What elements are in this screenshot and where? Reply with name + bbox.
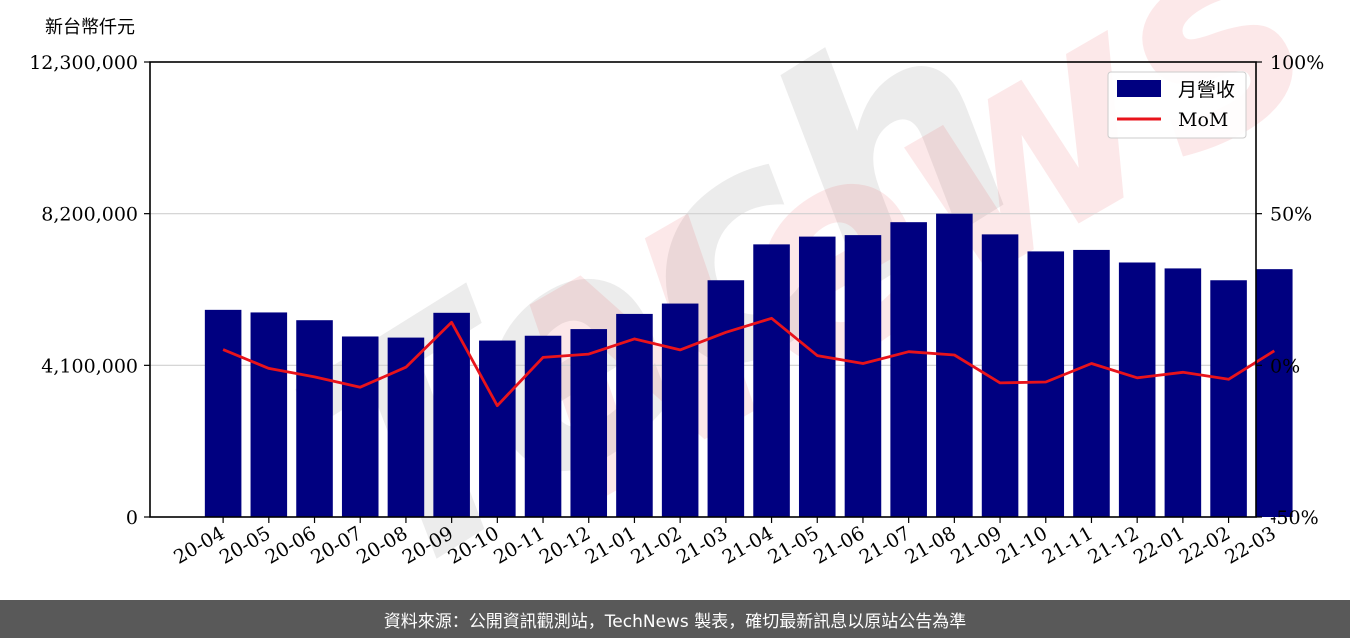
revenue-bar [479, 340, 516, 517]
revenue-bar [890, 222, 927, 517]
legend-label-mom: MoM [1178, 109, 1228, 131]
mom-line [222, 316, 1276, 408]
mom-series-line [222, 316, 1276, 408]
revenue-bar [661, 303, 699, 517]
x-tick-label: 21-11 [1039, 522, 1097, 568]
grid-lines [150, 213, 1256, 366]
x-tick-label: 21-05 [764, 522, 822, 568]
right-tick-label: -50% [1270, 507, 1319, 529]
revenue-bar [936, 213, 973, 517]
right-tick-label: 0% [1270, 355, 1300, 377]
legend-label-revenue: 月營收 [1178, 79, 1235, 101]
revenue-bar [798, 236, 836, 517]
left-axis-ticks: 0 4,100,000 8,200,000 12,300,000 [29, 52, 150, 529]
revenue-bar [204, 309, 242, 517]
x-tick-label: 22-02 [1176, 522, 1234, 568]
left-tick-label: 0 [126, 507, 138, 529]
x-tick-label: 20-04 [170, 522, 228, 568]
revenue-bar [387, 337, 425, 517]
revenue-bar [1073, 249, 1110, 517]
right-tick-label: 50% [1270, 204, 1312, 226]
x-tick-label: 21-06 [810, 522, 868, 568]
legend: 月營收 MoM [1107, 71, 1247, 139]
y-axis-unit-label: 新台幣仟元 [45, 17, 135, 38]
revenue-bar [753, 244, 790, 517]
revenue-bar [250, 312, 288, 517]
x-tick-label: 21-10 [993, 522, 1051, 568]
revenue-bar [1256, 269, 1293, 517]
x-tick-label: 21-04 [719, 522, 777, 568]
revenue-bar [1210, 280, 1247, 517]
revenue-bar [1118, 262, 1156, 517]
revenue-bar [844, 235, 882, 517]
x-tick-label: 22-01 [1130, 522, 1188, 568]
revenue-bar [570, 329, 608, 517]
revenue-mom-chart: Tech News 新台幣仟元 04,100,0008,200,00012,30… [29, 0, 1350, 600]
x-axis-ticks: 20-0420-0520-0620-0720-0820-0920-1020-11… [170, 517, 1280, 569]
x-tick-label: 20-05 [216, 522, 274, 568]
revenue-bar [341, 336, 379, 517]
revenue-bar [616, 313, 653, 517]
revenue-bar [1027, 251, 1065, 517]
right-tick-label: 100% [1270, 52, 1324, 74]
x-tick-label: 21-08 [901, 522, 959, 568]
x-tick-label: 21-07 [856, 522, 914, 568]
x-tick-label: 21-12 [1084, 522, 1142, 568]
footer-text: 資料來源：公開資訊觀測站，TechNews 製表，確切最新訊息以原站公告為準 [383, 611, 967, 632]
revenue-bar [296, 320, 333, 517]
revenue-bar [707, 280, 745, 517]
revenue-bar [1164, 268, 1202, 517]
x-tick-label: 21-09 [947, 522, 1005, 568]
plot-frame [149, 61, 1257, 518]
legend-swatch-revenue [1117, 80, 1161, 97]
right-axis-ticks: -50% 0% 50% 100% [1256, 52, 1324, 529]
source-footer: 資料來源：公開資訊觀測站，TechNews 製表，確切最新訊息以原站公告為準 [0, 600, 1350, 638]
left-tick-label: 12,300,000 [29, 52, 138, 74]
x-tick-label: 20-07 [307, 522, 365, 568]
left-tick-label: 8,200,000 [41, 204, 138, 226]
left-tick-label: 4,100,000 [41, 355, 138, 377]
revenue-bar [524, 335, 562, 517]
x-tick-label: 22-03 [1221, 522, 1279, 568]
x-tick-label: 20-06 [262, 522, 320, 568]
bars [204, 213, 1293, 517]
